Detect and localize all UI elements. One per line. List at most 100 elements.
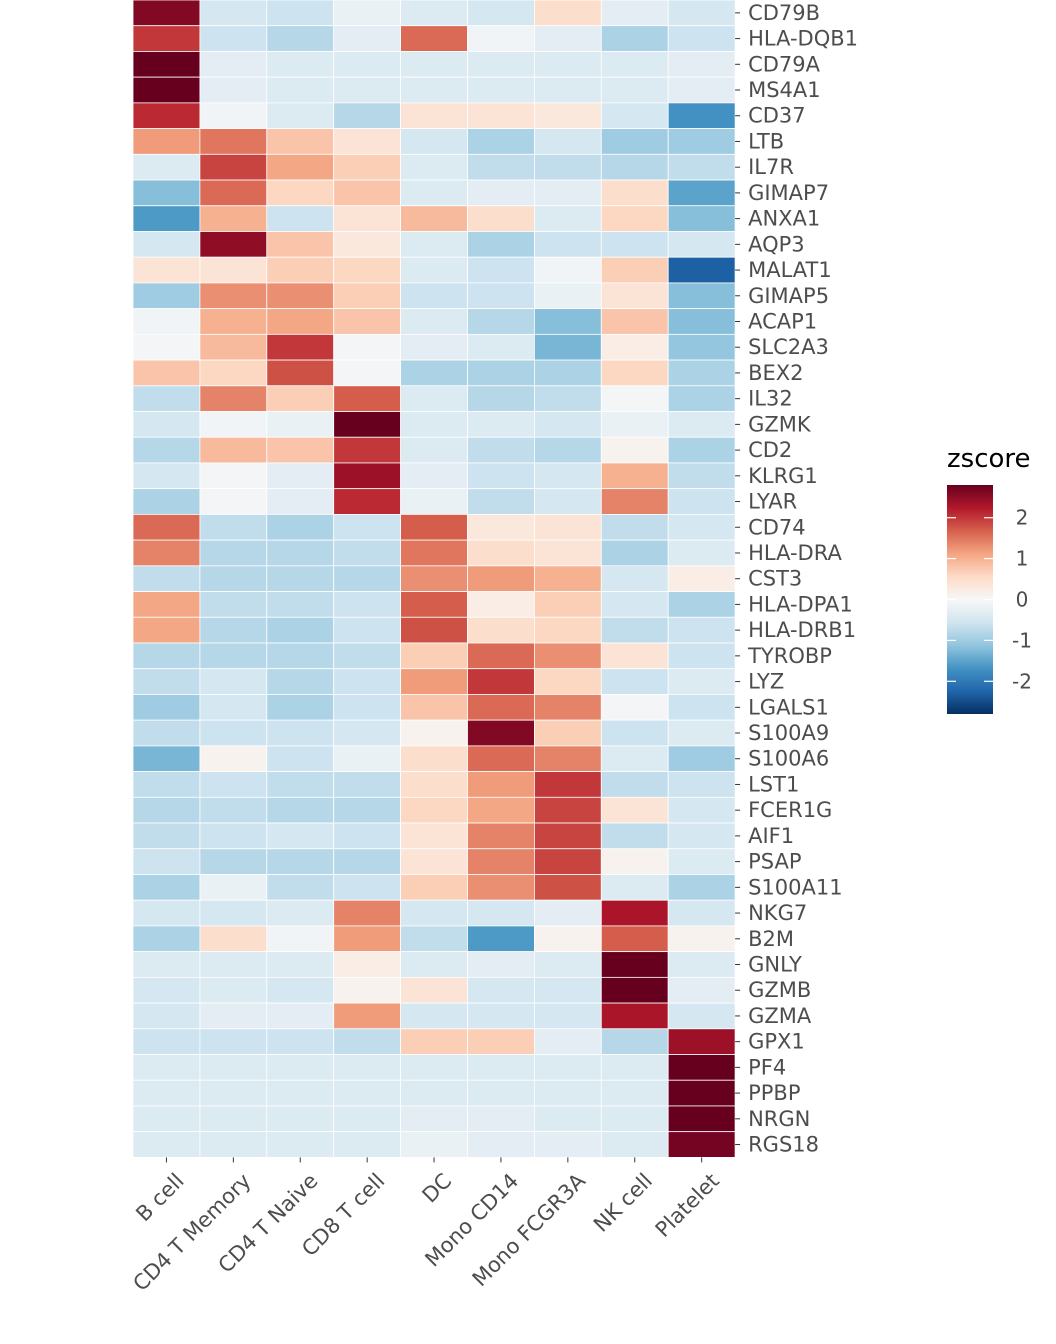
legend-title: zscore [947,444,1031,474]
heatmap-cell [199,1002,268,1030]
heatmap-cell [467,1131,535,1158]
y-tick-label: BEX2 [748,361,803,385]
heatmap-cell [534,488,602,515]
heatmap-cell [199,128,268,155]
heatmap-cell [199,951,268,978]
heatmap-cell [266,925,335,953]
y-tick-label: S100A11 [748,875,843,899]
heatmap-cell [333,874,402,901]
heatmap-cell [266,642,335,670]
heatmap-cell [667,951,736,978]
y-tick-label: SLC2A3 [748,335,829,359]
heatmap-cell [266,951,335,978]
heatmap-cell [600,822,669,850]
heatmap-cell [199,0,268,27]
heatmap-cell [600,899,669,927]
heatmap-cell [333,1054,402,1081]
heatmap-cell [467,874,535,901]
heatmap-cell [132,256,201,284]
heatmap-cell [199,668,268,695]
heatmap-cell [199,925,268,953]
heatmap-cell [600,565,669,592]
y-tick-label: GZMA [748,1004,812,1028]
heatmap-cell [400,1028,468,1055]
y-tick-label: MALAT1 [748,258,832,282]
heatmap-cell [400,102,468,129]
heatmap-cell [266,796,335,824]
heatmap-cell [534,256,602,284]
heatmap-cell [400,128,468,155]
heatmap-cell [600,591,669,618]
heatmap-cell [266,0,335,27]
heatmap-cell [333,694,402,721]
heatmap-cell [333,231,402,258]
y-tick-label: GZMB [748,978,811,1002]
heatmap-cell [667,179,736,207]
heatmap-cell [534,719,602,747]
heatmap-cell [199,1105,268,1133]
heatmap-cell [600,951,669,978]
heatmap-cell [667,591,736,618]
heatmap-cell [467,179,535,207]
heatmap-cell [534,333,602,361]
heatmap-cell [333,514,402,541]
heatmap-cell [266,51,335,78]
heatmap-cell [333,565,402,592]
heatmap-cell [266,514,335,541]
heatmap-cell [600,102,669,129]
heatmap-cell [534,976,602,1004]
heatmap-cell [333,616,402,644]
heatmap-cell [266,822,335,850]
heatmap-cell [467,76,535,104]
heatmap-cell [266,616,335,644]
y-tick-label: HLA-DPA1 [748,592,853,616]
heatmap-cell [333,1079,402,1107]
y-tick-label: LTB [748,129,784,153]
heatmap-cell [467,462,535,490]
heatmap-cell [266,1028,335,1055]
legend-ticks: 2 1 0 -1 -2 [947,506,1032,693]
heatmap-cell [600,1054,669,1081]
heatmap-cell [266,179,335,207]
heatmap-cell [667,745,736,773]
heatmap-cell [333,976,402,1004]
heatmap-cell [333,128,402,155]
heatmap-cell [600,153,669,181]
heatmap-cell [132,359,201,387]
x-tick-label: CD4 T Memory [129,1169,256,1296]
heatmap-cell [400,205,468,232]
y-tick-label: ANXA1 [748,207,820,231]
heatmap-cell [266,411,335,438]
heatmap-cell [266,231,335,258]
heatmap-cell [400,848,468,875]
heatmap-cell [667,565,736,592]
heatmap-cell [400,462,468,490]
heatmap-cell [400,51,468,78]
y-tick-label: PPBP [748,1081,800,1105]
heatmap-cell [667,642,736,670]
heatmap-cell [132,1131,201,1158]
x-tick-label: Platelet [651,1169,724,1242]
heatmap-cell [534,591,602,618]
heatmap-cell [534,102,602,129]
y-tick-label: GZMK [748,412,812,436]
heatmap-cell [199,591,268,618]
heatmap-cell [667,668,736,695]
heatmap-cell [667,282,736,310]
heatmap-cell [534,771,602,798]
heatmap-cell [199,153,268,181]
heatmap-cell [667,256,736,284]
heatmap-cell [667,0,736,27]
heatmap-cell [467,308,535,335]
heatmap-cell [534,153,602,181]
heatmap-cell [199,874,268,901]
y-tick-label: NKG7 [748,901,807,925]
heatmap-cell [600,514,669,541]
heatmap-cell [333,256,402,284]
heatmap-cell [600,231,669,258]
heatmap-cell [400,488,468,515]
heatmap-cell [667,51,736,78]
heatmap-cell [132,514,201,541]
heatmap-cell [333,179,402,207]
heatmap-cell [199,565,268,592]
